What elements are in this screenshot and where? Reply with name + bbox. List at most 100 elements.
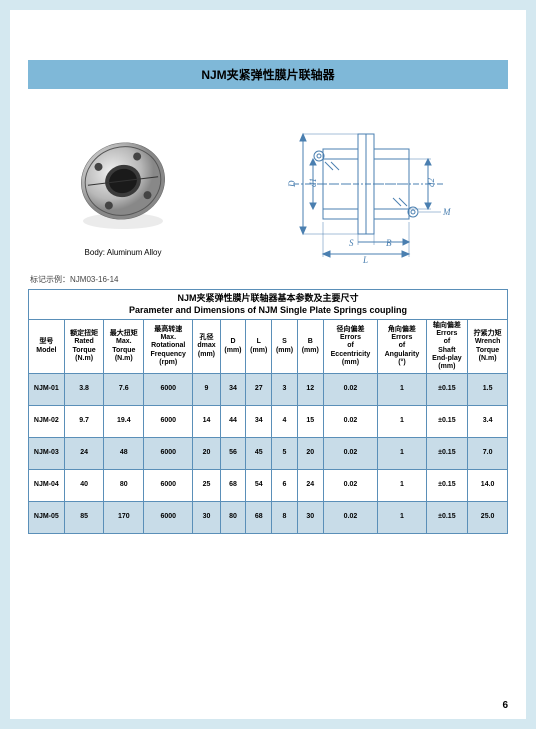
table-cell: 7.6 xyxy=(104,373,144,405)
table-cell: 48 xyxy=(104,437,144,469)
table-cell: 1 xyxy=(378,437,426,469)
table-cell: 14.0 xyxy=(468,469,508,501)
table-cell: 6000 xyxy=(144,501,193,533)
table-cell: 80 xyxy=(220,501,246,533)
table-cell: 0.02 xyxy=(323,501,378,533)
table-header-cell: 额定扭矩RatedTorque(N.m) xyxy=(64,320,104,373)
table-cell: 12 xyxy=(297,373,323,405)
dim-D: D xyxy=(287,180,297,188)
table-header-row: 型号Model额定扭矩RatedTorque(N.m)最大扭矩Max.Torqu… xyxy=(29,320,508,373)
table-cell: 3.4 xyxy=(468,405,508,437)
table-cell: 30 xyxy=(297,501,323,533)
table-cell: 0.02 xyxy=(323,469,378,501)
table-row: NJM-04408060002568546240.021±0.1514.0 xyxy=(29,469,508,501)
table-cell: 1 xyxy=(378,373,426,405)
table-row: NJM-058517060003080688300.021±0.1525.0 xyxy=(29,501,508,533)
table-cell: 6000 xyxy=(144,469,193,501)
table-cell: 9 xyxy=(193,373,220,405)
table-cell: 9.7 xyxy=(64,405,104,437)
table-cell: 56 xyxy=(220,437,246,469)
table-header-cell: S(mm) xyxy=(272,320,298,373)
table-header-cell: 型号Model xyxy=(29,320,65,373)
table-cell: 3.8 xyxy=(64,373,104,405)
table-cell: 7.0 xyxy=(468,437,508,469)
table-cell: NJM-03 xyxy=(29,437,65,469)
table-title-cn: NJM夹紧弹性膜片联轴器基本参数及主要尺寸 xyxy=(177,293,358,303)
table-cell: 80 xyxy=(104,469,144,501)
table-cell: 45 xyxy=(246,437,272,469)
page-number: 6 xyxy=(502,700,508,711)
table-cell: ±0.15 xyxy=(426,405,468,437)
image-row: Body: Aluminum Alloy xyxy=(28,109,508,269)
table-cell: NJM-01 xyxy=(29,373,65,405)
dim-L: L xyxy=(362,255,368,264)
table-cell: 68 xyxy=(246,501,272,533)
table-row: NJM-013.87.66000934273120.021±0.151.5 xyxy=(29,373,508,405)
table-header-cell: 最大扭矩Max.Torque(N.m) xyxy=(104,320,144,373)
table-cell: 25.0 xyxy=(468,501,508,533)
table-cell: 30 xyxy=(193,501,220,533)
table-cell: 6000 xyxy=(144,373,193,405)
table-cell: 1.5 xyxy=(468,373,508,405)
table-cell: 6000 xyxy=(144,405,193,437)
table-cell: 24 xyxy=(64,437,104,469)
table-cell: 0.02 xyxy=(323,437,378,469)
table-cell: 0.02 xyxy=(323,373,378,405)
table-cell: NJM-05 xyxy=(29,501,65,533)
table-cell: 24 xyxy=(297,469,323,501)
table-cell: 170 xyxy=(104,501,144,533)
table-header-cell: B(mm) xyxy=(297,320,323,373)
table-cell: ±0.15 xyxy=(426,469,468,501)
table-header-cell: 拧紧力矩WrenchTorque(N.m) xyxy=(468,320,508,373)
table-cell: 1 xyxy=(378,469,426,501)
dim-M: M xyxy=(442,207,451,217)
dim-S: S xyxy=(349,238,354,248)
table-title: NJM夹紧弹性膜片联轴器基本参数及主要尺寸 Parameter and Dime… xyxy=(28,289,508,319)
table-cell: 6 xyxy=(272,469,298,501)
dim-d1: d1 xyxy=(308,178,318,187)
table-header-cell: D(mm) xyxy=(220,320,246,373)
table-header-cell: 径向偏差ErrorsofEccentricity(mm) xyxy=(323,320,378,373)
table-cell: 44 xyxy=(220,405,246,437)
table-cell: 5 xyxy=(272,437,298,469)
product-illustration xyxy=(63,121,183,241)
table-row: NJM-03244860002056455200.021±0.157.0 xyxy=(29,437,508,469)
table-header-cell: 最高转速Max.RotationalFrequency(rpm) xyxy=(144,320,193,373)
table-cell: 8 xyxy=(272,501,298,533)
table-cell: ±0.15 xyxy=(426,437,468,469)
table-cell: 6000 xyxy=(144,437,193,469)
product-photo-area: Body: Aluminum Alloy xyxy=(43,121,203,257)
table-cell: 34 xyxy=(220,373,246,405)
marking-example-note: 标记示例：NJM03-16-14 xyxy=(30,274,508,285)
table-cell: 19.4 xyxy=(104,405,144,437)
page-title: NJM夹紧弹性膜片联轴器 xyxy=(28,60,508,89)
table-cell: 14 xyxy=(193,405,220,437)
table-header-cell: 孔径dmax(mm) xyxy=(193,320,220,373)
table-cell: ±0.15 xyxy=(426,501,468,533)
table-cell: 15 xyxy=(297,405,323,437)
spec-table: 型号Model额定扭矩RatedTorque(N.m)最大扭矩Max.Torqu… xyxy=(28,319,508,533)
table-cell: 1 xyxy=(378,405,426,437)
table-title-en: Parameter and Dimensions of NJM Single P… xyxy=(129,305,407,315)
table-cell: 27 xyxy=(246,373,272,405)
table-cell: 4 xyxy=(272,405,298,437)
table-cell: NJM-04 xyxy=(29,469,65,501)
technical-diagram: D d1 d2 M S B L xyxy=(233,114,493,264)
table-cell: 3 xyxy=(272,373,298,405)
table-header-cell: 轴向偏差ErrorsofShaftEnd-play(mm) xyxy=(426,320,468,373)
table-cell: 85 xyxy=(64,501,104,533)
table-cell: 68 xyxy=(220,469,246,501)
table-cell: 20 xyxy=(193,437,220,469)
body-material-label: Body: Aluminum Alloy xyxy=(43,248,203,257)
dim-B: B xyxy=(386,238,392,248)
table-cell: 25 xyxy=(193,469,220,501)
table-cell: 0.02 xyxy=(323,405,378,437)
table-header-cell: L(mm) xyxy=(246,320,272,373)
page-container: NJM夹紧弹性膜片联轴器 xyxy=(10,10,526,719)
table-cell: 40 xyxy=(64,469,104,501)
table-cell: NJM-02 xyxy=(29,405,65,437)
table-header-cell: 角向偏差ErrorsofAngularity(°) xyxy=(378,320,426,373)
table-cell: 54 xyxy=(246,469,272,501)
table-cell: 34 xyxy=(246,405,272,437)
table-cell: ±0.15 xyxy=(426,373,468,405)
